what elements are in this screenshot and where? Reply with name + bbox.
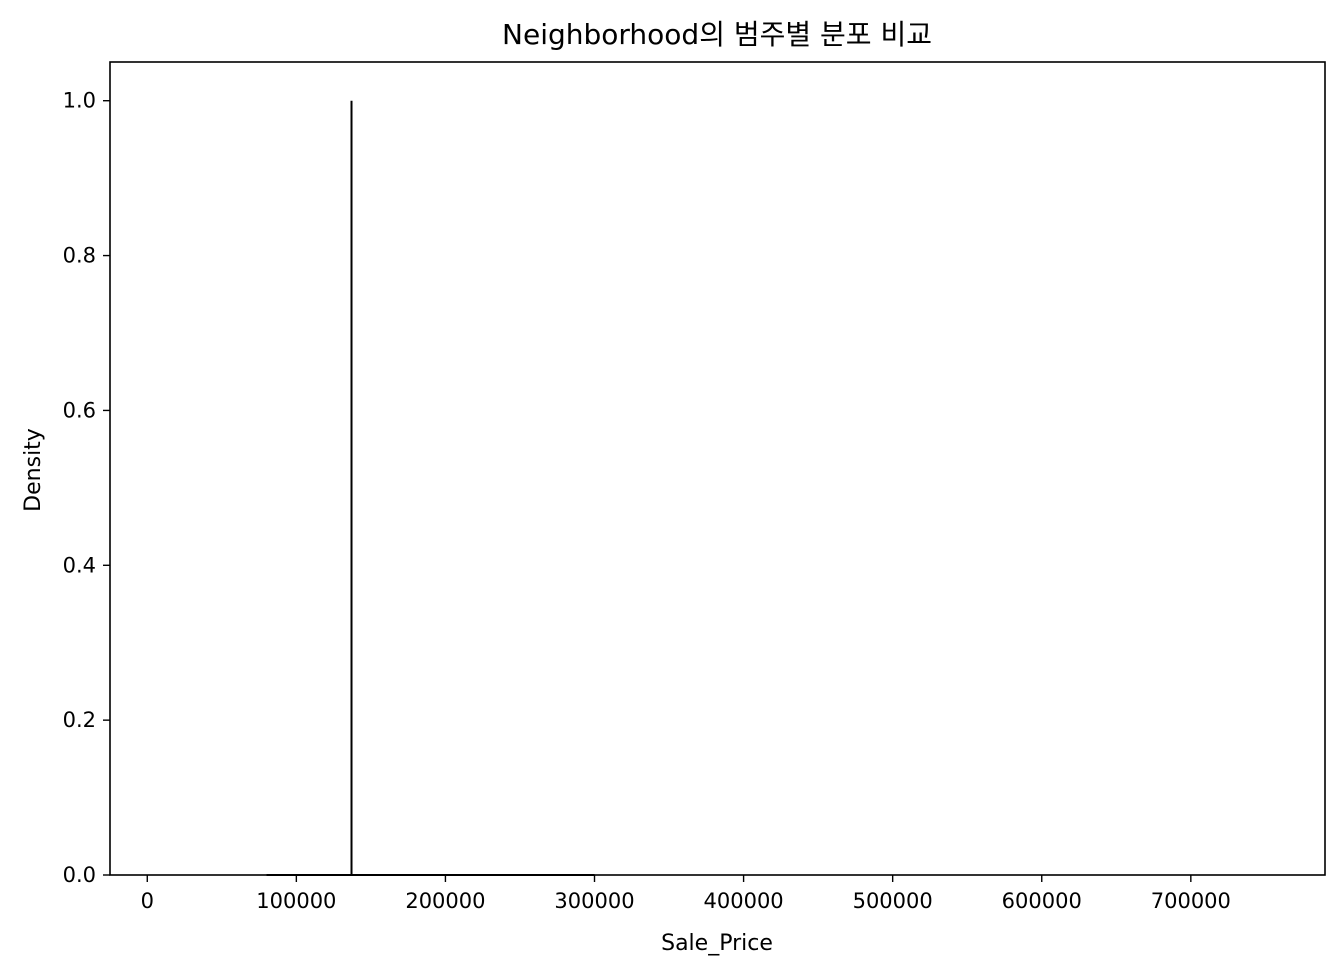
y-tick-label: 0.0: [63, 863, 96, 887]
x-tick-label: 600000: [1002, 889, 1082, 913]
x-tick-label: 400000: [704, 889, 784, 913]
y-tick-label: 0.8: [63, 244, 96, 268]
x-tick-label: 0: [141, 889, 154, 913]
y-tick-label: 1.0: [63, 89, 96, 113]
density-series-line-0: [266, 100, 595, 876]
x-tick-label: 100000: [256, 889, 336, 913]
chart-title: Neighborhood의 범주별 분포 비교: [502, 18, 932, 51]
x-tick-label: 200000: [405, 889, 485, 913]
y-tick-label: 0.2: [63, 708, 96, 732]
x-tick-label: 500000: [853, 889, 933, 913]
x-axis-label: Sale_Price: [661, 931, 773, 956]
y-tick-label: 0.4: [63, 553, 96, 577]
x-axis-ticks: 0 100000 200000 300000 400000 500000 600000 700…: [141, 875, 1231, 913]
y-axis-label: Density: [21, 428, 46, 512]
y-axis-ticks: 0.0 0.2 0.4 0.6 0.8 1.0: [63, 89, 110, 887]
x-tick-label: 300000: [554, 889, 634, 913]
y-tick-label: 0.6: [63, 398, 96, 422]
plot-frame: [109, 61, 1326, 876]
series-layer: [266, 100, 595, 876]
x-tick-label: 700000: [1151, 889, 1231, 913]
